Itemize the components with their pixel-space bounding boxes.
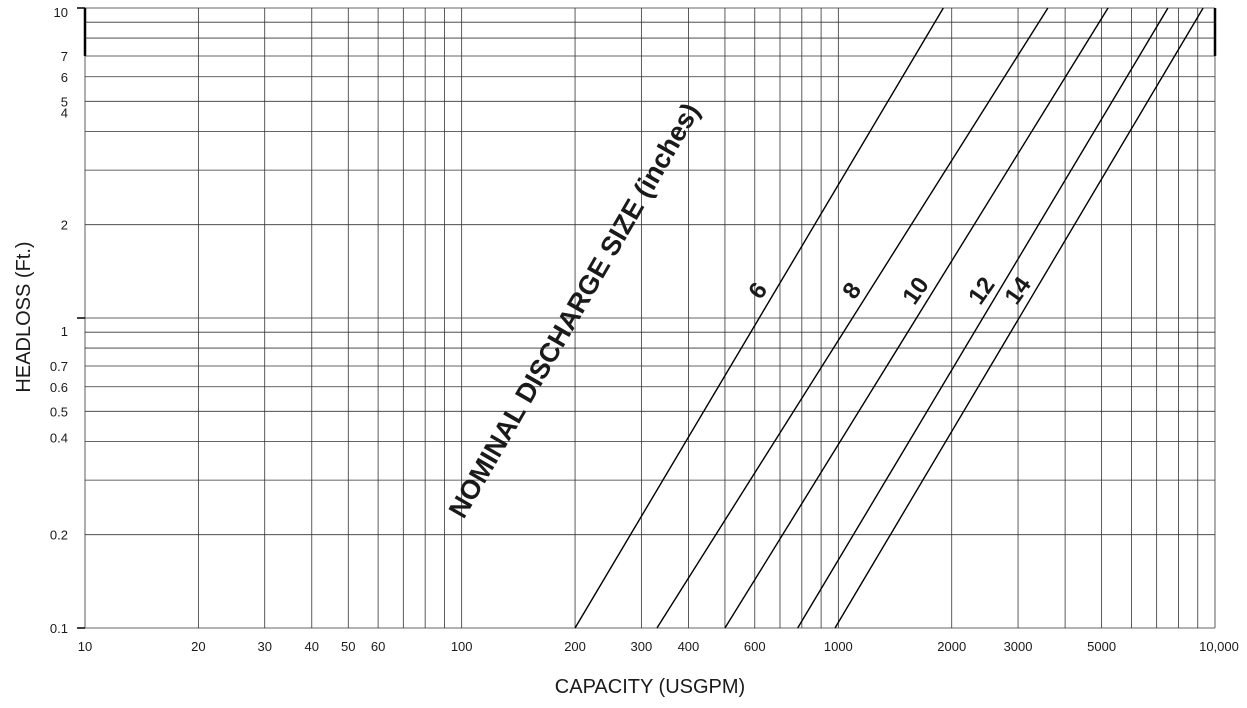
x-tick-labels: 10 20 30 40 50 60 100 200 300 400 600 1000 2000 3000 5… — [78, 639, 1239, 654]
x-tick-label: 1000 — [824, 639, 853, 654]
series-line-14 — [834, 7, 1204, 629]
y-tick-label: 0.5 — [50, 404, 68, 419]
y-tick-label: 0.6 — [50, 380, 68, 395]
y-tick-label: 6 — [61, 70, 68, 85]
x-tick-label: 5000 — [1087, 639, 1116, 654]
series-label-10: 10 — [897, 272, 934, 309]
y-tick-label: 0.2 — [50, 528, 68, 543]
series-lines — [574, 7, 1204, 629]
x-tick-label: 20 — [191, 639, 205, 654]
x-tick-label: 3000 — [1004, 639, 1033, 654]
series-label-14: 14 — [999, 272, 1037, 310]
series-label-12: 12 — [963, 272, 1000, 309]
x-tick-label: 60 — [371, 639, 385, 654]
x-tick-label: 40 — [305, 639, 319, 654]
x-tick-label: 50 — [341, 639, 355, 654]
series-line-6 — [574, 7, 944, 629]
x-tick-label: 100 — [451, 639, 473, 654]
y-tick-label: 1 — [61, 324, 68, 339]
y-tick-label: 4 — [61, 105, 68, 120]
series-line-10 — [724, 7, 1109, 629]
y-tick-label: 10 — [54, 5, 68, 20]
x-axis-title: CAPACITY (USGPM) — [555, 676, 745, 698]
y-tick-label: 7 — [61, 49, 68, 64]
x-tick-label: 10 — [78, 639, 92, 654]
x-tick-label: 600 — [744, 639, 766, 654]
series-label-8: 8 — [837, 278, 867, 304]
x-tick-label: 30 — [257, 639, 271, 654]
x-tick-label: 2000 — [937, 639, 966, 654]
y-tick-label: 5 — [61, 94, 68, 109]
x-tick-label: 200 — [564, 639, 586, 654]
y-axis-title: HEADLOSS (Ft.) — [13, 241, 35, 392]
y-tick-label: 0.4 — [50, 430, 68, 445]
series-line-8 — [656, 7, 1049, 629]
x-tick-label: 300 — [631, 639, 653, 654]
y-tick-labels: 10 7 6 54 2 1 0.7 0.6 0.5 0.4 0.2 0.1 — [50, 5, 68, 636]
series-label-6: 6 — [743, 278, 773, 304]
y-tick-label: 0.1 — [50, 621, 68, 636]
x-tick-label: 400 — [678, 639, 700, 654]
annotation-nominal-discharge-size: NOMINAL DISCHARGE SIZE (inches) — [443, 98, 706, 523]
x-tick-label: 10,000 — [1199, 639, 1239, 654]
y-tick-label: 0.7 — [50, 359, 68, 374]
grid — [77, 7, 1217, 629]
y-tick-label: 2 — [61, 218, 68, 233]
series-line-12 — [797, 7, 1169, 629]
